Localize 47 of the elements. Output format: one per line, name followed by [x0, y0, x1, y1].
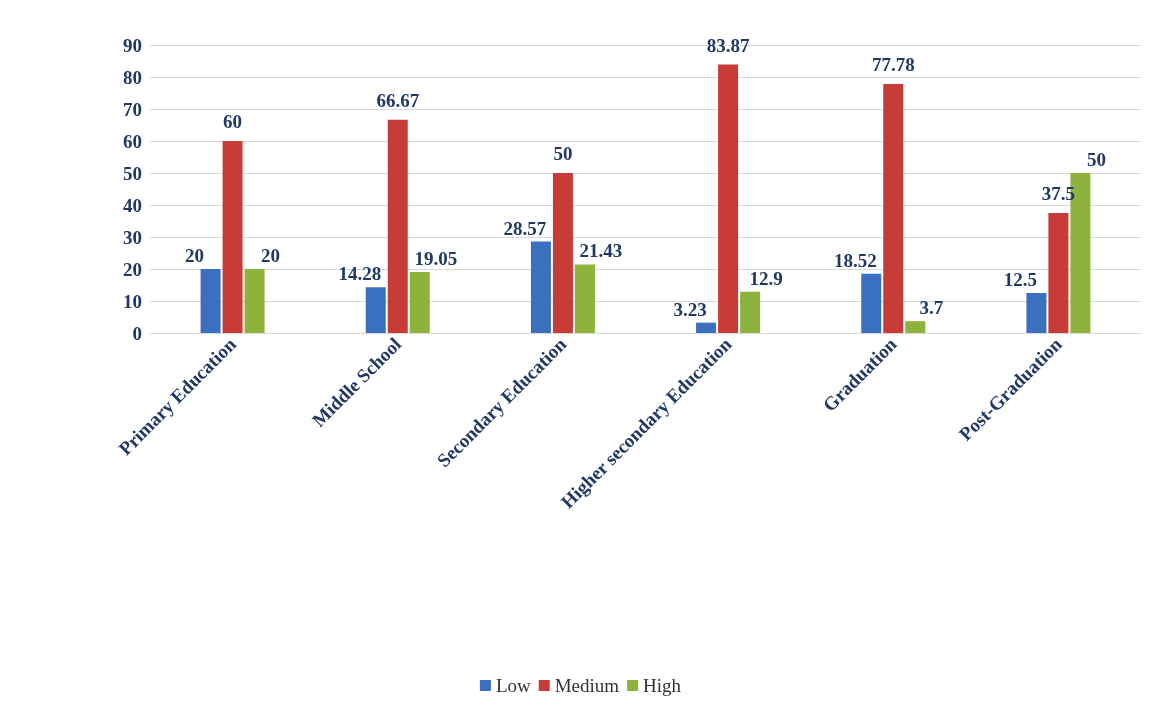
bar — [883, 84, 904, 333]
data-label: 19.05 — [414, 248, 458, 270]
bar — [409, 272, 430, 333]
bar — [905, 321, 926, 333]
bar — [718, 64, 739, 333]
data-label: 50 — [1086, 149, 1106, 170]
bar — [696, 322, 717, 333]
bar — [1026, 293, 1047, 333]
bar — [552, 173, 573, 333]
y-tick-label: 50 — [123, 162, 142, 184]
legend-label: Low — [495, 675, 531, 696]
data-label: 3.23 — [673, 298, 707, 320]
data-label: 66.67 — [376, 89, 420, 111]
data-label: 12.9 — [749, 267, 783, 289]
data-label: 18.52 — [833, 249, 877, 271]
bar — [740, 291, 761, 333]
data-label: 50 — [553, 143, 573, 164]
y-tick-label: 20 — [123, 258, 142, 280]
legend-label: High — [643, 675, 682, 696]
legend-label: Medium — [554, 675, 620, 696]
bar — [200, 269, 221, 333]
bar — [530, 241, 551, 333]
y-tick-label: 70 — [123, 98, 142, 120]
bar — [365, 287, 386, 333]
bar — [222, 141, 243, 333]
data-label: 28.57 — [503, 217, 547, 239]
data-label: 14.28 — [338, 263, 382, 285]
y-tick-label: 40 — [123, 194, 142, 216]
bar — [244, 269, 265, 333]
data-label: 83.87 — [706, 34, 750, 56]
bar — [387, 119, 408, 333]
y-tick-label: 30 — [123, 226, 142, 248]
bar — [1048, 213, 1069, 333]
data-label: 20 — [261, 245, 281, 266]
data-label: 20 — [185, 245, 205, 266]
data-label: 60 — [223, 111, 243, 132]
bar — [861, 273, 882, 333]
data-label: 3.7 — [919, 297, 944, 319]
data-label: 12.5 — [1003, 269, 1038, 290]
y-tick-label: 0 — [132, 322, 142, 344]
data-label: 77.78 — [871, 54, 915, 76]
y-tick-label: 90 — [123, 34, 142, 56]
data-label: 21.43 — [579, 240, 623, 262]
y-tick-label: 80 — [123, 66, 142, 88]
y-tick-label: 10 — [123, 290, 142, 312]
bar — [574, 264, 595, 333]
y-tick-label: 60 — [123, 130, 142, 152]
